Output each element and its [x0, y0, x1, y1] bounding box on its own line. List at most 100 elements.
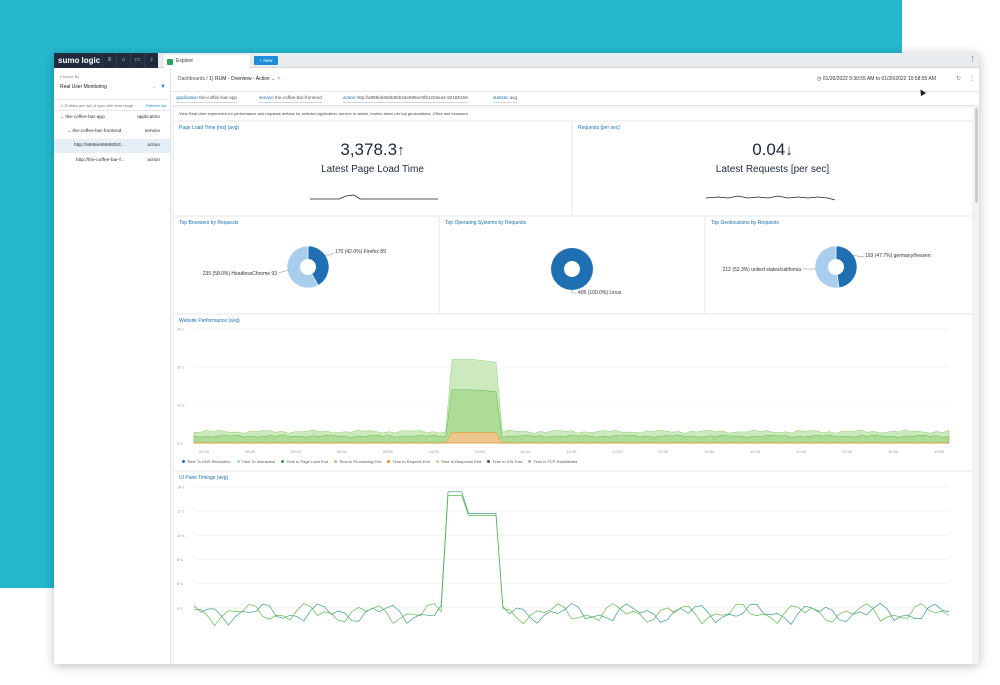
- home-icon[interactable]: ⌂: [116, 53, 130, 68]
- area-series-request[interactable]: [194, 432, 949, 444]
- clock-icon: ◷: [817, 76, 823, 82]
- x-tick-label: 10:10: [521, 449, 532, 454]
- pie-chart-os: 405 (100.0%) Linux: [551, 248, 622, 296]
- filter-action[interactable]: action http://a998eb666b80b34e699ec9f912…: [343, 95, 468, 103]
- filter-value: http://a998eb666b80b34e699ec9f91226ea4-9…: [356, 95, 468, 100]
- legend-dot: [387, 460, 391, 464]
- filter-application[interactable]: application the-coffee-bar-app: [176, 95, 237, 103]
- pie-slice[interactable]: [307, 245, 330, 286]
- breadcrumb-root[interactable]: Dashboards: [178, 76, 205, 82]
- panel-ui-paint-timings[interactable]: UI Paint Timings (avg) 14 s 12 s 10 s 8 s 6 …: [174, 472, 972, 664]
- tree-item-label: http://the-coffee-bar-f...: [76, 158, 125, 163]
- panel-title: Requests [per sec]: [578, 125, 620, 131]
- panel-title: Top Browsers by Requests: [179, 220, 239, 226]
- y-tick-label: 12 s: [177, 509, 185, 514]
- panel-title: Top Geolocations by Requests: [711, 220, 779, 226]
- panel-top-os[interactable]: Top Operating Systems by Requests 405 (1…: [440, 217, 704, 313]
- x-tick-label: 10:15: [566, 449, 577, 454]
- x-tick-label: 10:30: [704, 449, 715, 454]
- expand-icon: ⌄: [60, 115, 66, 120]
- warning-text: Entities are out of sync with time range: [64, 103, 134, 108]
- tree-item-application[interactable]: ⌄ the-coffee-bar-app application: [54, 111, 170, 125]
- filter-key: action: [343, 95, 356, 100]
- filter-statistic[interactable]: statistic avg: [493, 95, 518, 103]
- folder-icon[interactable]: ▭: [130, 53, 144, 68]
- y-tick-label: 4 s: [177, 605, 182, 610]
- filter-key: statistic: [493, 95, 509, 100]
- tree-item-label: the-coffee-bar-app: [65, 115, 105, 120]
- pie-label: 212 (52.3%) united states/california: [723, 267, 802, 273]
- explore-sidebar: Explore By Real User Monitoring ⌄ ▼ ⚠ En…: [54, 68, 171, 664]
- page-load-value: 3,378.3↑: [174, 140, 571, 160]
- x-tick-label: 10:40: [796, 449, 807, 454]
- legend-dot: [487, 460, 491, 464]
- legend-item[interactable]: Time To Interactive: [236, 459, 275, 464]
- line-series[interactable]: [193, 491, 950, 626]
- panel-page-load[interactable]: Page Load Time [ms] (avg) 3,378.3↑ Lates…: [174, 122, 571, 215]
- x-tick-label: 10:00: [429, 449, 440, 454]
- tab-explore[interactable]: Explore: [164, 55, 250, 68]
- filter-service[interactable]: service the-coffee-bar-frontend: [259, 95, 322, 103]
- panel-top-browsers[interactable]: Top Browsers by Requests 170 (42.0%) Fir…: [174, 217, 438, 313]
- legend-item[interactable]: Time To DNS Resolution: [182, 459, 231, 464]
- legend-item[interactable]: Time to Processing End: [334, 459, 381, 464]
- explore-by-select[interactable]: Real User Monitoring ⌄: [60, 82, 156, 92]
- tree-item-service[interactable]: ⌄ the-coffee-bar-frontend service: [54, 125, 170, 139]
- y-tick-label: 10 s: [177, 533, 185, 538]
- area-series-processing[interactable]: [193, 359, 950, 444]
- line-series[interactable]: [193, 495, 950, 627]
- hamburger-icon[interactable]: ≡: [102, 53, 116, 68]
- time-range-text: 01/20/2022 9:30:55 AM to 01/20/2022 10:5…: [822, 76, 936, 82]
- pie-label: 170 (42.0%) Firefox 89: [335, 249, 386, 255]
- pie-hole: [300, 259, 316, 275]
- refresh-list-link[interactable]: Refresh list: [145, 103, 166, 108]
- panel-title: Website Performance (avg): [179, 318, 240, 324]
- legend-label: Time to Processing End: [339, 459, 382, 464]
- pie-hole: [564, 261, 580, 277]
- legend-label: Time to SSL End: [492, 459, 523, 464]
- value-text: 0.04: [752, 140, 786, 159]
- tree-item-action-selected[interactable]: http://a998e666880b3... action: [54, 139, 170, 153]
- edit-icon[interactable]: ✎: [276, 76, 281, 82]
- more-menu-icon[interactable]: ⋮: [969, 56, 976, 63]
- tab-label: Explore: [176, 58, 193, 64]
- panel-website-performance[interactable]: Website Performance (avg) 30 s 20 s 10 s 0 …: [174, 315, 972, 470]
- dashboard-main: Dashboards / 1) RUM - Overview - Action …: [172, 68, 979, 664]
- requests-value: 0.04↓: [573, 140, 972, 160]
- legend-item[interactable]: Time to TCP Established: [528, 459, 577, 464]
- more-options-icon[interactable]: ⋮: [969, 76, 975, 82]
- dashboard-title[interactable]: 1) RUM - Overview - Action: [209, 76, 270, 82]
- panel-top-geolocations[interactable]: Top Geolocations by Requests 193 (47.7%)…: [706, 217, 972, 313]
- pie-slice[interactable]: [814, 245, 840, 289]
- panel-requests[interactable]: Requests [per sec] 0.04↓ Latest Requests…: [573, 122, 972, 215]
- legend-item[interactable]: Time to Response End: [435, 459, 482, 464]
- filter-icon[interactable]: ▼: [160, 84, 166, 90]
- tree-item-action[interactable]: http://the-coffee-bar-f... action: [54, 154, 170, 168]
- pie-slice[interactable]: [835, 245, 858, 289]
- warning-icon: ⚠: [60, 103, 65, 108]
- expand-icon: ⌄: [67, 129, 73, 134]
- filter-key: application: [176, 95, 198, 100]
- time-range-picker[interactable]: ◷ 01/20/2022 9:30:55 AM to 01/20/2022 10…: [817, 76, 936, 82]
- area-series-page-load[interactable]: [193, 389, 950, 444]
- dashboard-description: View Real User experience for performanc…: [174, 108, 973, 120]
- arrow-down-icon: ↓: [785, 142, 793, 159]
- panel-title: Page Load Time [ms] (avg): [179, 125, 240, 131]
- requests-label: Latest Requests [per sec]: [715, 164, 830, 175]
- legend-item[interactable]: Time to Page Load End: [281, 459, 328, 464]
- y-tick-label: 30 s: [177, 327, 185, 332]
- chevron-down-icon[interactable]: ⌄: [271, 76, 277, 82]
- filter-value: avg: [509, 95, 518, 100]
- tree-item-type: service: [144, 129, 160, 134]
- refresh-icon[interactable]: ↻: [956, 76, 962, 82]
- new-button[interactable]: + New: [254, 56, 278, 65]
- website-performance-chart: 30 s 20 s 10 s 0 s 09:35 09:40 09:45 09:50 09:55…: [177, 327, 950, 454]
- bell-icon[interactable]: ♪: [144, 53, 158, 68]
- y-tick-label: 10 s: [177, 403, 185, 408]
- legend-label: Time To DNS Resolution: [187, 459, 231, 464]
- legend-item[interactable]: Time to Request End: [387, 459, 430, 464]
- legend-item[interactable]: Time to SSL End: [487, 459, 522, 464]
- legend-label: Time to Response End: [440, 459, 482, 464]
- x-tick-label: 10:50: [888, 449, 899, 454]
- scrollbar[interactable]: [975, 108, 978, 203]
